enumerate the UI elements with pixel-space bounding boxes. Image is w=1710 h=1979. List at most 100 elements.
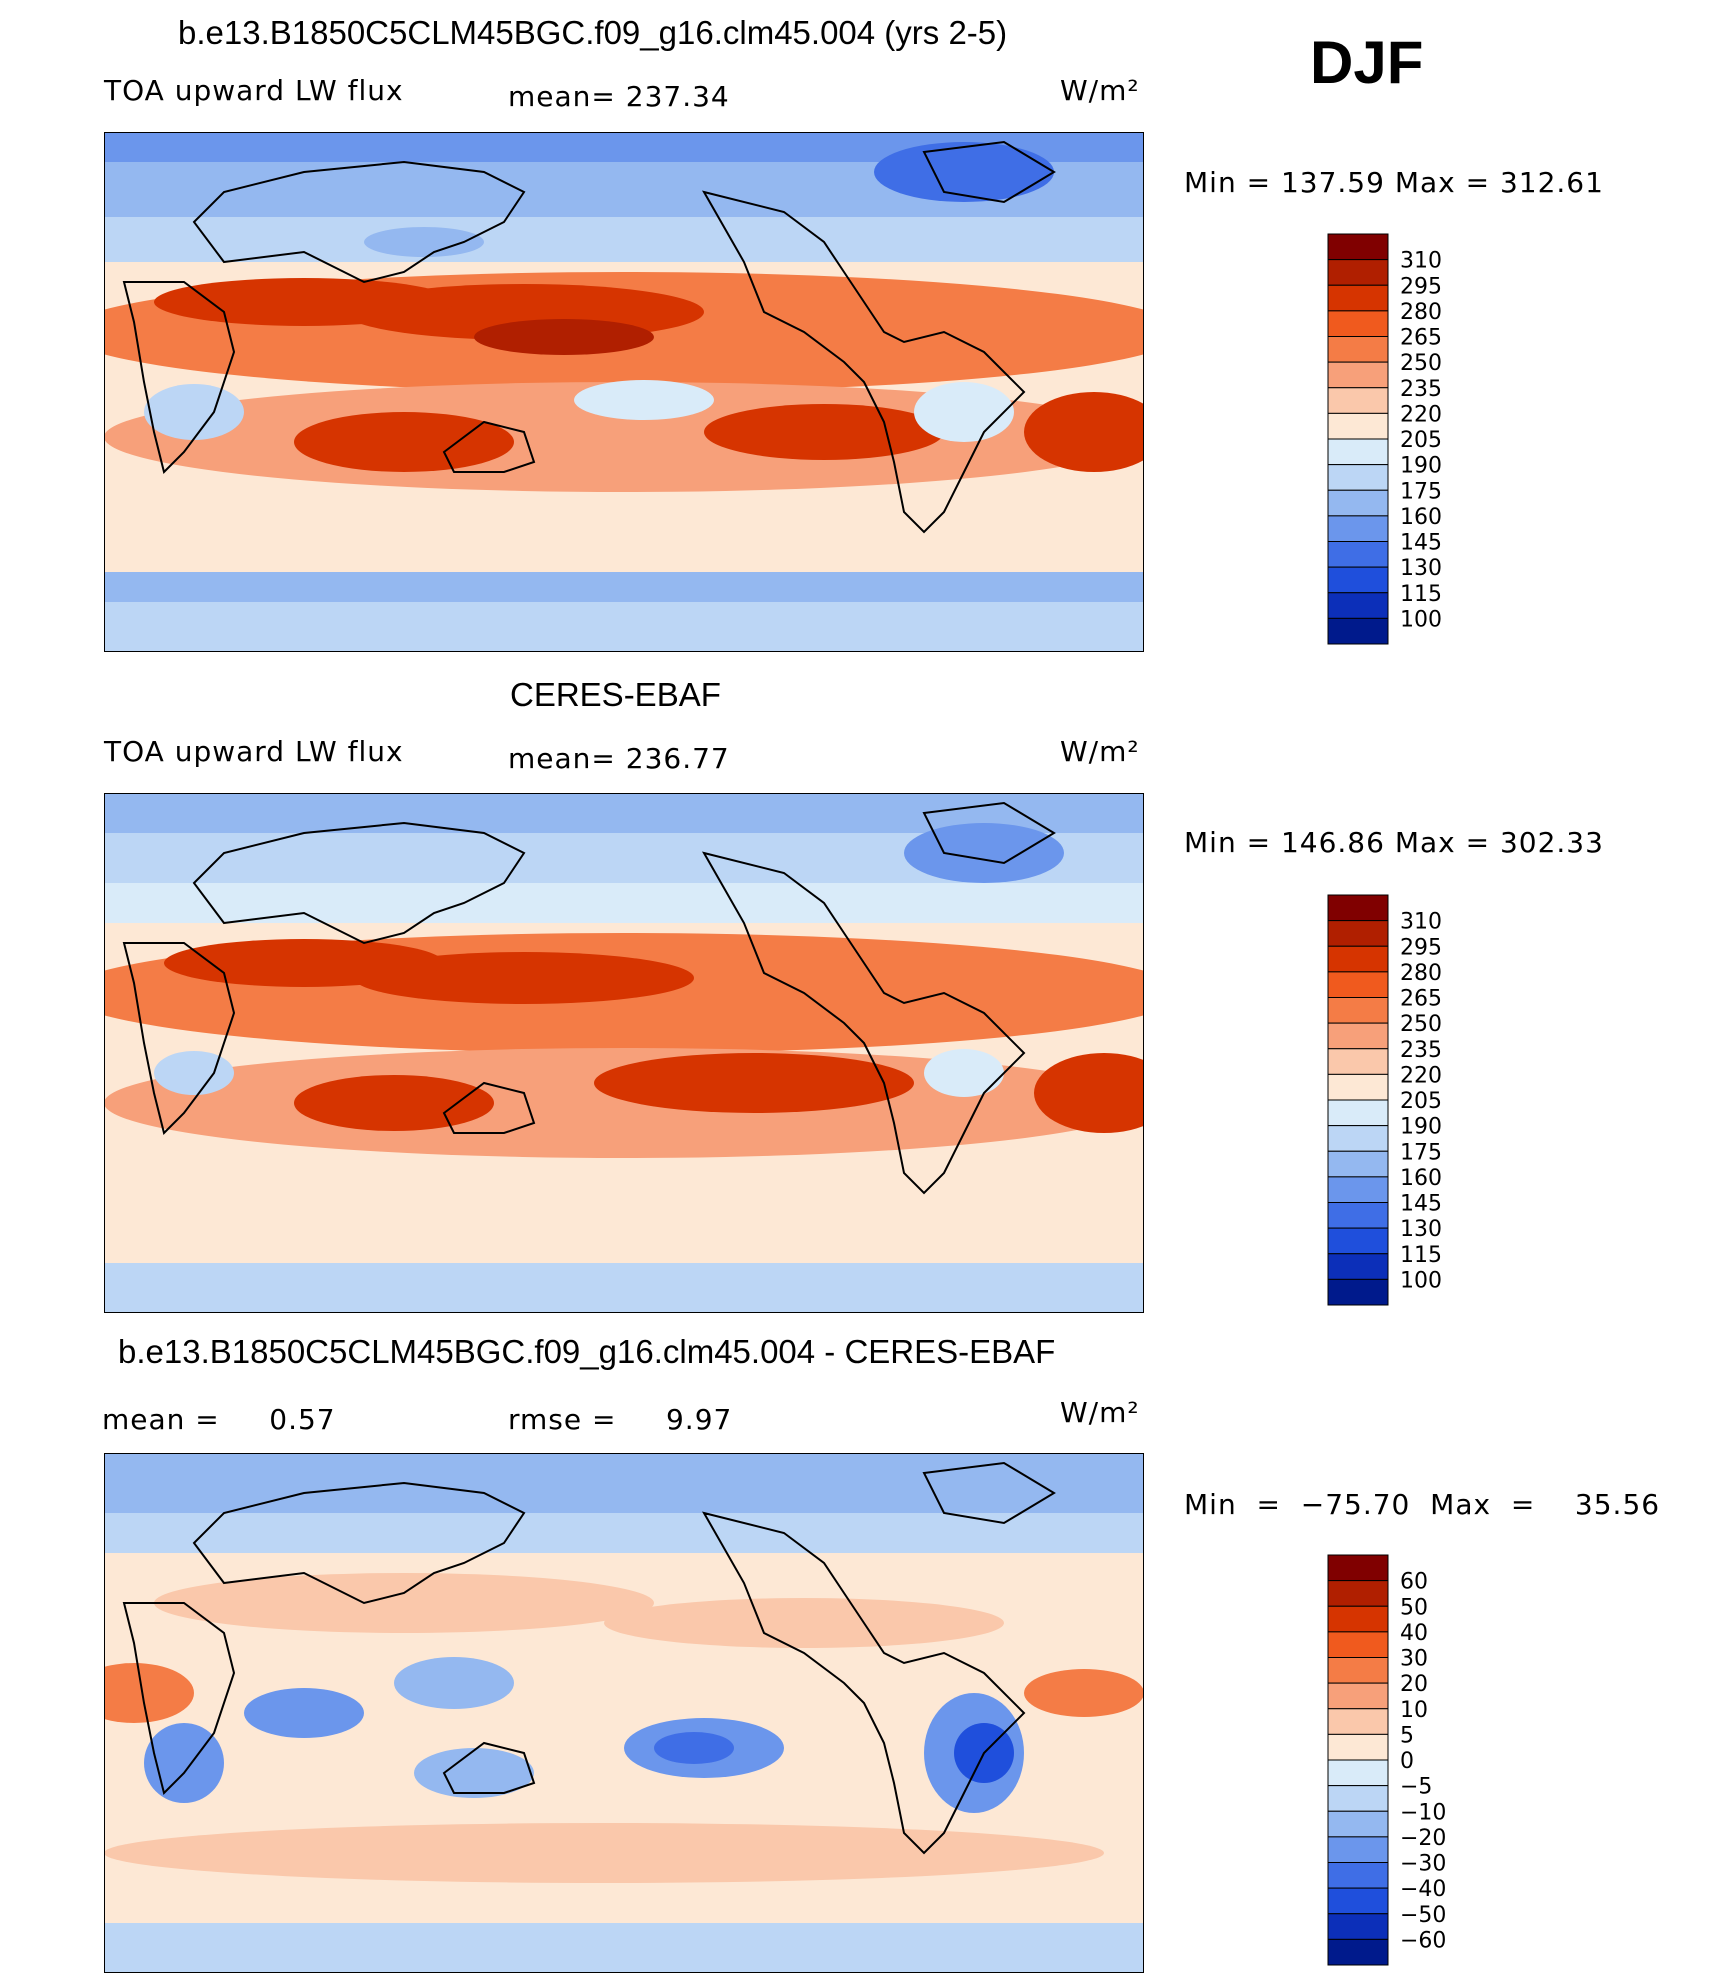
colorbar-tick-label: 5 <box>1400 1723 1414 1748</box>
colorbar-swatch <box>1327 438 1389 466</box>
colorbar-swatch <box>1327 412 1389 440</box>
colorbar-tick-label: 250 <box>1400 1012 1442 1037</box>
colorbar-swatch <box>1327 1022 1389 1050</box>
panel-2-variable-label: TOA upward LW flux <box>104 735 404 768</box>
colorbar-tick-label: 130 <box>1400 556 1442 581</box>
colorbar-tick-label: 220 <box>1400 1063 1442 1088</box>
colorbar-swatch <box>1327 464 1389 491</box>
colorbar-tick-label: 40 <box>1400 1621 1428 1646</box>
colorbar-swatch <box>1327 515 1389 542</box>
panel-3-rmse-label: rmse = 9.97 <box>508 1403 733 1436</box>
colorbar-tick-label: 160 <box>1400 505 1442 530</box>
colorbar-swatch <box>1327 1836 1389 1863</box>
colorbar-tick-label: 265 <box>1400 987 1442 1012</box>
panel-1-variable-label: TOA upward LW flux <box>104 74 404 107</box>
colorbar-tick-label: −30 <box>1400 1852 1446 1877</box>
colorbar-swatch <box>1327 1253 1389 1280</box>
colorbar-swatch <box>1327 592 1389 619</box>
colorbar-swatch <box>1327 566 1389 594</box>
colorbar-swatch <box>1327 1580 1389 1607</box>
panel-1-colorbar: 3102952802652502352202051901751601451301… <box>1327 233 1442 645</box>
colorbar-tick-label: 310 <box>1400 910 1442 935</box>
colorbar-swatch <box>1327 361 1389 389</box>
colorbar-swatch <box>1327 541 1389 568</box>
colorbar-tick-label: 0 <box>1400 1749 1414 1774</box>
colorbar-swatch <box>1327 1227 1389 1255</box>
colorbar-tick-label: −50 <box>1400 1903 1446 1928</box>
colorbar-tick-label: 235 <box>1400 1038 1442 1063</box>
colorbar-swatch <box>1327 1810 1389 1838</box>
colorbar-swatch <box>1327 1176 1389 1203</box>
colorbar-swatch <box>1327 259 1389 286</box>
colorbar-tick-label: 175 <box>1400 479 1442 504</box>
colorbar-swatch <box>1327 387 1389 414</box>
panel-3-minmax: Min = −75.70 Max = 35.56 <box>1184 1488 1661 1521</box>
colorbar-tick-label: 100 <box>1400 607 1442 632</box>
colorbar-tick-label: 220 <box>1400 402 1442 427</box>
panel-3-units: W/m² <box>1060 1396 1140 1429</box>
colorbar-tick-label: 265 <box>1400 326 1442 351</box>
colorbar-swatch <box>1327 617 1389 645</box>
panel-2-mean-label: mean= 236.77 <box>508 742 730 775</box>
colorbar-swatch <box>1327 1708 1389 1735</box>
colorbar-swatch <box>1327 1938 1389 1966</box>
colorbar-tick-label: 115 <box>1400 1243 1442 1268</box>
colorbar-swatch <box>1327 997 1389 1024</box>
colorbar-tick-label: −40 <box>1400 1877 1446 1902</box>
panel-3-mean-label: mean = 0.57 <box>102 1403 336 1436</box>
panel-2-units: W/m² <box>1060 735 1140 768</box>
colorbar-swatch <box>1327 1887 1389 1915</box>
colorbar-swatch <box>1327 1554 1389 1582</box>
panel-3-map <box>104 1453 1144 1973</box>
panel-2-map <box>104 793 1144 1313</box>
colorbar-tick-label: 310 <box>1400 249 1442 274</box>
colorbar-swatch <box>1327 894 1389 922</box>
colorbar-swatch <box>1327 1099 1389 1127</box>
panel-2-colorbar: 3102952802652502352202051901751601451301… <box>1327 894 1442 1306</box>
colorbar-tick-label: 115 <box>1400 582 1442 607</box>
colorbar-swatch <box>1327 233 1389 261</box>
colorbar-tick-label: 175 <box>1400 1140 1442 1165</box>
panel-1-map <box>104 132 1144 652</box>
colorbar-tick-label: 30 <box>1400 1647 1428 1672</box>
colorbar-tick-label: 190 <box>1400 454 1442 479</box>
colorbar-swatch <box>1327 1605 1389 1633</box>
colorbar-swatch <box>1327 284 1389 312</box>
colorbar-swatch <box>1327 920 1389 947</box>
colorbar-tick-label: 280 <box>1400 300 1442 325</box>
colorbar-swatch <box>1327 1073 1389 1101</box>
panel-3-title: b.e13.B1850C5CLM45BGC.f09_g16.clm45.004 … <box>118 1333 1056 1370</box>
colorbar-swatch <box>1327 1785 1389 1812</box>
panel-1-title: b.e13.B1850C5CLM45BGC.f09_g16.clm45.004 … <box>178 14 1008 51</box>
colorbar-swatch <box>1327 1913 1389 1940</box>
colorbar-swatch <box>1327 1733 1389 1761</box>
colorbar-swatch <box>1327 1862 1389 1889</box>
panel-2-title: CERES-EBAF <box>510 676 721 713</box>
colorbar-tick-label: 190 <box>1400 1115 1442 1140</box>
colorbar-tick-label: 10 <box>1400 1698 1428 1723</box>
colorbar-swatch <box>1327 1278 1389 1306</box>
colorbar-tick-label: 130 <box>1400 1217 1442 1242</box>
colorbar-tick-label: 100 <box>1400 1268 1442 1293</box>
colorbar-tick-label: 250 <box>1400 351 1442 376</box>
colorbar-swatch <box>1327 310 1389 337</box>
colorbar-swatch <box>1327 336 1389 363</box>
colorbar-swatch <box>1327 971 1389 998</box>
colorbar-swatch <box>1327 1150 1389 1178</box>
colorbar-tick-label: 280 <box>1400 961 1442 986</box>
colorbar-swatch <box>1327 489 1389 517</box>
colorbar-swatch <box>1327 945 1389 973</box>
panel-1-units: W/m² <box>1060 74 1140 107</box>
panel-2-minmax: Min = 146.86 Max = 302.33 <box>1184 826 1604 859</box>
season-label: DJF <box>1310 29 1424 96</box>
colorbar-swatch <box>1327 1682 1389 1710</box>
colorbar-tick-label: 235 <box>1400 377 1442 402</box>
colorbar-tick-label: 205 <box>1400 428 1442 453</box>
colorbar-tick-label: 160 <box>1400 1166 1442 1191</box>
colorbar-tick-label: −60 <box>1400 1928 1446 1953</box>
colorbar-swatch <box>1327 1631 1389 1658</box>
colorbar-swatch <box>1327 1048 1389 1075</box>
colorbar-tick-label: 145 <box>1400 531 1442 556</box>
colorbar-tick-label: 20 <box>1400 1672 1428 1697</box>
